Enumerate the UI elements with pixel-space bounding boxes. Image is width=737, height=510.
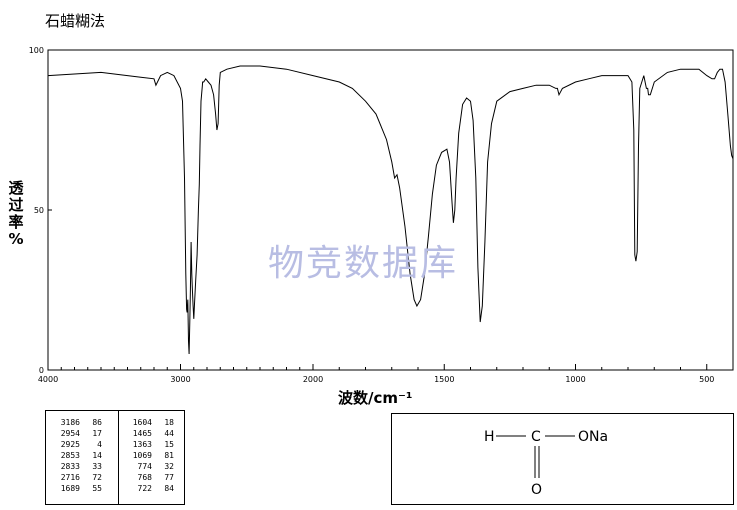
peak-table-right-column: 1604 18 1465 44 1363 15 1069 81 774 32 768 77 722 84 — [122, 417, 174, 494]
watermark-text: 物竞数据库 — [268, 243, 459, 284]
peak-row: 768 77 — [122, 472, 174, 483]
peak-transmittance: 4 — [97, 440, 102, 449]
x-tick-label: 1500 — [434, 375, 454, 384]
peak-wavenumber: 2853 — [60, 451, 80, 460]
y-tick-label: 0 — [39, 366, 44, 375]
peak-row: 2954 17 — [50, 428, 102, 439]
peak-wavenumber: 1465 — [132, 429, 152, 438]
peak-row: 722 84 — [122, 483, 174, 494]
peak-row: 2833 33 — [50, 461, 102, 472]
x-tick-label: 2000 — [303, 375, 323, 384]
peak-row: 1465 44 — [122, 428, 174, 439]
structure-diagram: H C ONa O — [484, 429, 608, 498]
y-axis-title: 透 过 率 % — [6, 180, 26, 248]
peak-transmittance: 33 — [92, 462, 102, 471]
ir-spectrum-chart: 4000 3000 2000 1500 1000 500 0 50 100 — [29, 46, 734, 384]
peak-row: 1363 15 — [122, 439, 174, 450]
peak-wavenumber: 2954 — [60, 429, 80, 438]
atom-ona: ONa — [578, 429, 608, 445]
peak-row: 2925 4 — [50, 439, 102, 450]
peak-table-divider — [118, 411, 119, 504]
peak-wavenumber: 722 — [137, 484, 152, 493]
plot-frame — [47, 49, 734, 371]
x-tick-label: 500 — [699, 375, 714, 384]
x-tick-label: 1000 — [565, 375, 585, 384]
y-tick-label: 50 — [34, 206, 44, 215]
structure-box: H C ONa O — [391, 413, 734, 505]
peak-transmittance: 86 — [92, 418, 102, 427]
peak-wavenumber: 2833 — [60, 462, 80, 471]
peak-wavenumber: 2716 — [60, 473, 80, 482]
peak-row: 2853 14 — [50, 450, 102, 461]
peak-transmittance: 44 — [164, 429, 174, 438]
y-tick-label: 100 — [29, 46, 44, 55]
spectrum-line — [47, 65, 734, 355]
y-axis-title-char: 透 — [8, 179, 24, 197]
y-axis-title-char: 过 — [8, 196, 24, 214]
peak-wavenumber: 768 — [137, 473, 152, 482]
peak-transmittance: 18 — [164, 418, 174, 427]
y-axis-title-char: % — [8, 230, 24, 248]
peak-transmittance: 15 — [164, 440, 174, 449]
x-tick-label: 4000 — [38, 375, 58, 384]
axis-ticks — [47, 49, 734, 371]
peak-row: 3186 86 — [50, 417, 102, 428]
peak-transmittance: 32 — [164, 462, 174, 471]
peak-table: 3186 86 2954 17 2925 4 2853 14 2833 33 2716 72 1689 5… — [45, 410, 185, 505]
peak-wavenumber: 2925 — [60, 440, 80, 449]
peak-transmittance: 14 — [92, 451, 102, 460]
peak-transmittance: 84 — [164, 484, 174, 493]
y-axis-title-char: 率 — [8, 213, 24, 231]
x-tick-label: 3000 — [170, 375, 190, 384]
peak-transmittance: 17 — [92, 429, 102, 438]
atom-c: C — [531, 429, 541, 445]
atom-h: H — [484, 429, 495, 445]
peak-row: 1689 55 — [50, 483, 102, 494]
peak-row: 1069 81 — [122, 450, 174, 461]
method-label: 石蜡糊法 — [45, 12, 106, 30]
peak-row: 774 32 — [122, 461, 174, 472]
peak-wavenumber: 1689 — [60, 484, 80, 493]
peak-transmittance: 77 — [164, 473, 174, 482]
peak-wavenumber: 1069 — [132, 451, 152, 460]
peak-transmittance: 72 — [92, 473, 102, 482]
peak-table-left-column: 3186 86 2954 17 2925 4 2853 14 2833 33 2716 72 1689 5… — [50, 417, 102, 494]
peak-wavenumber: 1363 — [132, 440, 152, 449]
peak-row: 2716 72 — [50, 472, 102, 483]
peak-transmittance: 81 — [164, 451, 174, 460]
peak-transmittance: 55 — [92, 484, 102, 493]
peak-wavenumber: 774 — [137, 462, 152, 471]
peak-wavenumber: 3186 — [60, 418, 80, 427]
peak-row: 1604 18 — [122, 417, 174, 428]
atom-o: O — [531, 482, 542, 498]
peak-wavenumber: 1604 — [132, 418, 152, 427]
axis-tick-labels: 4000 3000 2000 1500 1000 500 0 50 100 — [29, 46, 715, 384]
x-axis-title: 波数/cm⁻¹ — [338, 389, 413, 407]
